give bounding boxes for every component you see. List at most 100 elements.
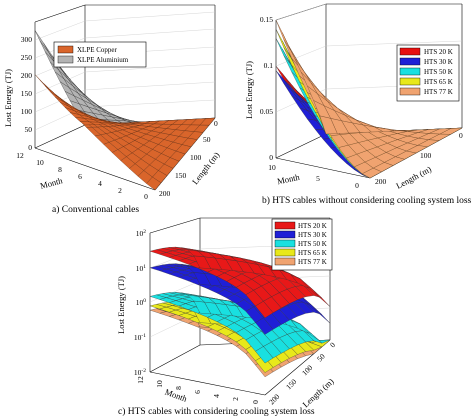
surface-hts-50-k-patch [275, 38, 291, 65]
panel-b-length-ticks: 200 100 0 [375, 131, 463, 186]
z-tick-label: 10-2 [134, 368, 146, 377]
legend-label: HTS 77 K [298, 258, 327, 266]
surface-hts-20-k-patch [149, 249, 167, 255]
z-tick-label: 300 [21, 35, 33, 44]
z-tick-label: 102 [136, 229, 147, 238]
length-tick-label: 100 [420, 151, 432, 160]
panel-b-month-axis-label: Month [276, 172, 301, 187]
length-tick-label: 200 [159, 189, 171, 198]
panel-b-z-ticks: 0 0.05 0.1 0.15 [260, 15, 273, 162]
month-tick-label: 10 [155, 380, 164, 388]
panel-b-caption: b) HTS cables without considering coolin… [262, 195, 472, 206]
month-tick-label: 8 [58, 165, 62, 174]
surface-hts-20-k [149, 246, 331, 319]
panel-b-legend: HTS 20 K HTS 30 K HTS 50 K HTS 65 K HTS … [396, 44, 460, 102]
month-tick-label: 4 [212, 394, 221, 398]
month-tick-label: 5 [316, 174, 320, 183]
legend-swatch-hts-30k [274, 230, 296, 239]
surface-xlpe-copper [34, 74, 216, 191]
z-tick-label: 100 [21, 107, 33, 116]
surface-xlpe-copper-patch [54, 96, 69, 107]
panel-c-caption: c) HTS cables with considering cooling s… [118, 406, 315, 417]
length-tick-label: 150 [284, 377, 298, 391]
legend-swatch-hts-30k [399, 57, 421, 66]
panel-b-hts-without-cooling: 0 0.05 0.1 0.15 Lost Energy (TJ) 10 5 0 … [244, 3, 472, 206]
surface-hts-50-k-patch [149, 294, 167, 300]
surface-hts-30-k-patch [275, 70, 291, 90]
legend-swatch-hts-77k [399, 87, 421, 96]
z-tick-label: 100 [136, 298, 147, 307]
legend-swatch-xlpe-aluminium [57, 55, 74, 64]
panel-c-month-axis-label: Month [164, 387, 189, 404]
panel-c-legend: HTS 20 K HTS 30 K HTS 50 K HTS 65 K HTS … [271, 218, 333, 271]
panel-c-hts-with-cooling: 102 101 100 10-1 10-2 Lost Energy (TJ) 1… [116, 217, 337, 417]
z-tick-label: 150 [21, 89, 33, 98]
z-tick-label: 200 [21, 71, 33, 80]
panel-c-month-ticks: 12 10 8 6 4 2 0 [136, 376, 260, 404]
legend-swatch-hts-20k [274, 221, 296, 230]
panel-a-legend: XLPE Copper XLPE Aluminium [53, 41, 147, 68]
month-tick-label: 12 [16, 151, 24, 160]
month-tick-label: 6 [78, 172, 82, 181]
panel-b-month-ticks: 10 5 0 [268, 163, 359, 190]
month-tick-label: 2 [118, 186, 122, 195]
legend-label: HTS 30 K [424, 58, 453, 66]
legend-label: HTS 50 K [424, 68, 453, 76]
length-tick-label: 150 [175, 171, 187, 180]
panel-a-month-ticks: 12 10 8 6 4 2 0 [16, 151, 148, 201]
surface-hts-77-k-patch [275, 19, 291, 50]
legend-label: HTS 20 K [298, 222, 327, 230]
month-tick-label: 0 [355, 181, 359, 190]
legend-label: HTS 65 K [298, 249, 327, 257]
panel-b-surfaces [275, 19, 463, 179]
z-tick-label: 0.15 [260, 15, 273, 24]
panel-a-z-axis-label: Lost Energy (TJ) [3, 69, 13, 127]
surface-xlpe-copper-patch [34, 74, 49, 89]
legend-swatch-hts-20k [399, 47, 421, 56]
month-tick-label: 8 [174, 386, 183, 390]
month-tick-label: 0 [251, 400, 260, 404]
length-tick-label: 0 [328, 340, 337, 349]
month-tick-label: 4 [98, 179, 102, 188]
legend-swatch-hts-50k [399, 67, 421, 76]
length-tick-label: 200 [267, 392, 281, 406]
surface-xlpe-aluminium-patch [39, 40, 54, 62]
panel-a-z-ticks: 0 50 100 150 200 250 300 [21, 35, 33, 152]
surface-hts-65-k-patch [275, 29, 291, 58]
length-tick-label: 100 [300, 363, 314, 377]
surface-hts-77-k [275, 19, 463, 179]
month-tick-label: 12 [136, 376, 145, 384]
panel-c-z-axis-label: Lost Energy (TJ) [116, 276, 126, 334]
z-tick-label: 101 [136, 264, 147, 273]
legend-swatch-hts-77k [274, 257, 296, 266]
length-tick-label: 0 [459, 131, 463, 140]
length-tick-label: 100 [190, 153, 202, 162]
panel-b-length-axis-label: Length (m) [394, 164, 433, 191]
z-tick-label: 0 [28, 143, 32, 152]
legend-label: HTS 50 K [298, 240, 327, 248]
month-tick-label: 10 [36, 158, 44, 167]
z-tick-label: 0.1 [264, 61, 274, 70]
legend-label: HTS 77 K [424, 88, 453, 96]
legend-swatch-hts-50k [274, 239, 296, 248]
panel-a-conventional-cables: 0 50 100 150 200 250 300 Lost Energy (TJ… [3, 4, 222, 215]
legend-label: HTS 30 K [298, 231, 327, 239]
month-tick-label: 10 [268, 163, 276, 172]
length-tick-label: 50 [315, 352, 327, 364]
length-tick-label: 200 [375, 177, 387, 186]
surface-xlpe-aluminium-patch [34, 30, 49, 53]
month-tick-label: 2 [231, 397, 240, 401]
legend-label: HTS 65 K [424, 78, 453, 86]
panel-a-surfaces [34, 30, 216, 191]
z-tick-label: 0 [269, 153, 273, 162]
z-tick-label: 10-1 [134, 333, 146, 342]
legend-label: XLPE Aluminium [77, 56, 129, 64]
panel-a-caption: a) Conventional cables [52, 204, 139, 215]
panel-a-length-ticks: 200 150 100 50 0 [159, 119, 218, 198]
panel-c-surfaces [149, 246, 331, 378]
legend-swatch-xlpe-copper [57, 45, 74, 54]
legend-label: XLPE Copper [77, 46, 118, 54]
length-tick-label: 50 [203, 135, 211, 144]
panel-b-z-axis-label: Lost Energy (TJ) [244, 61, 254, 119]
